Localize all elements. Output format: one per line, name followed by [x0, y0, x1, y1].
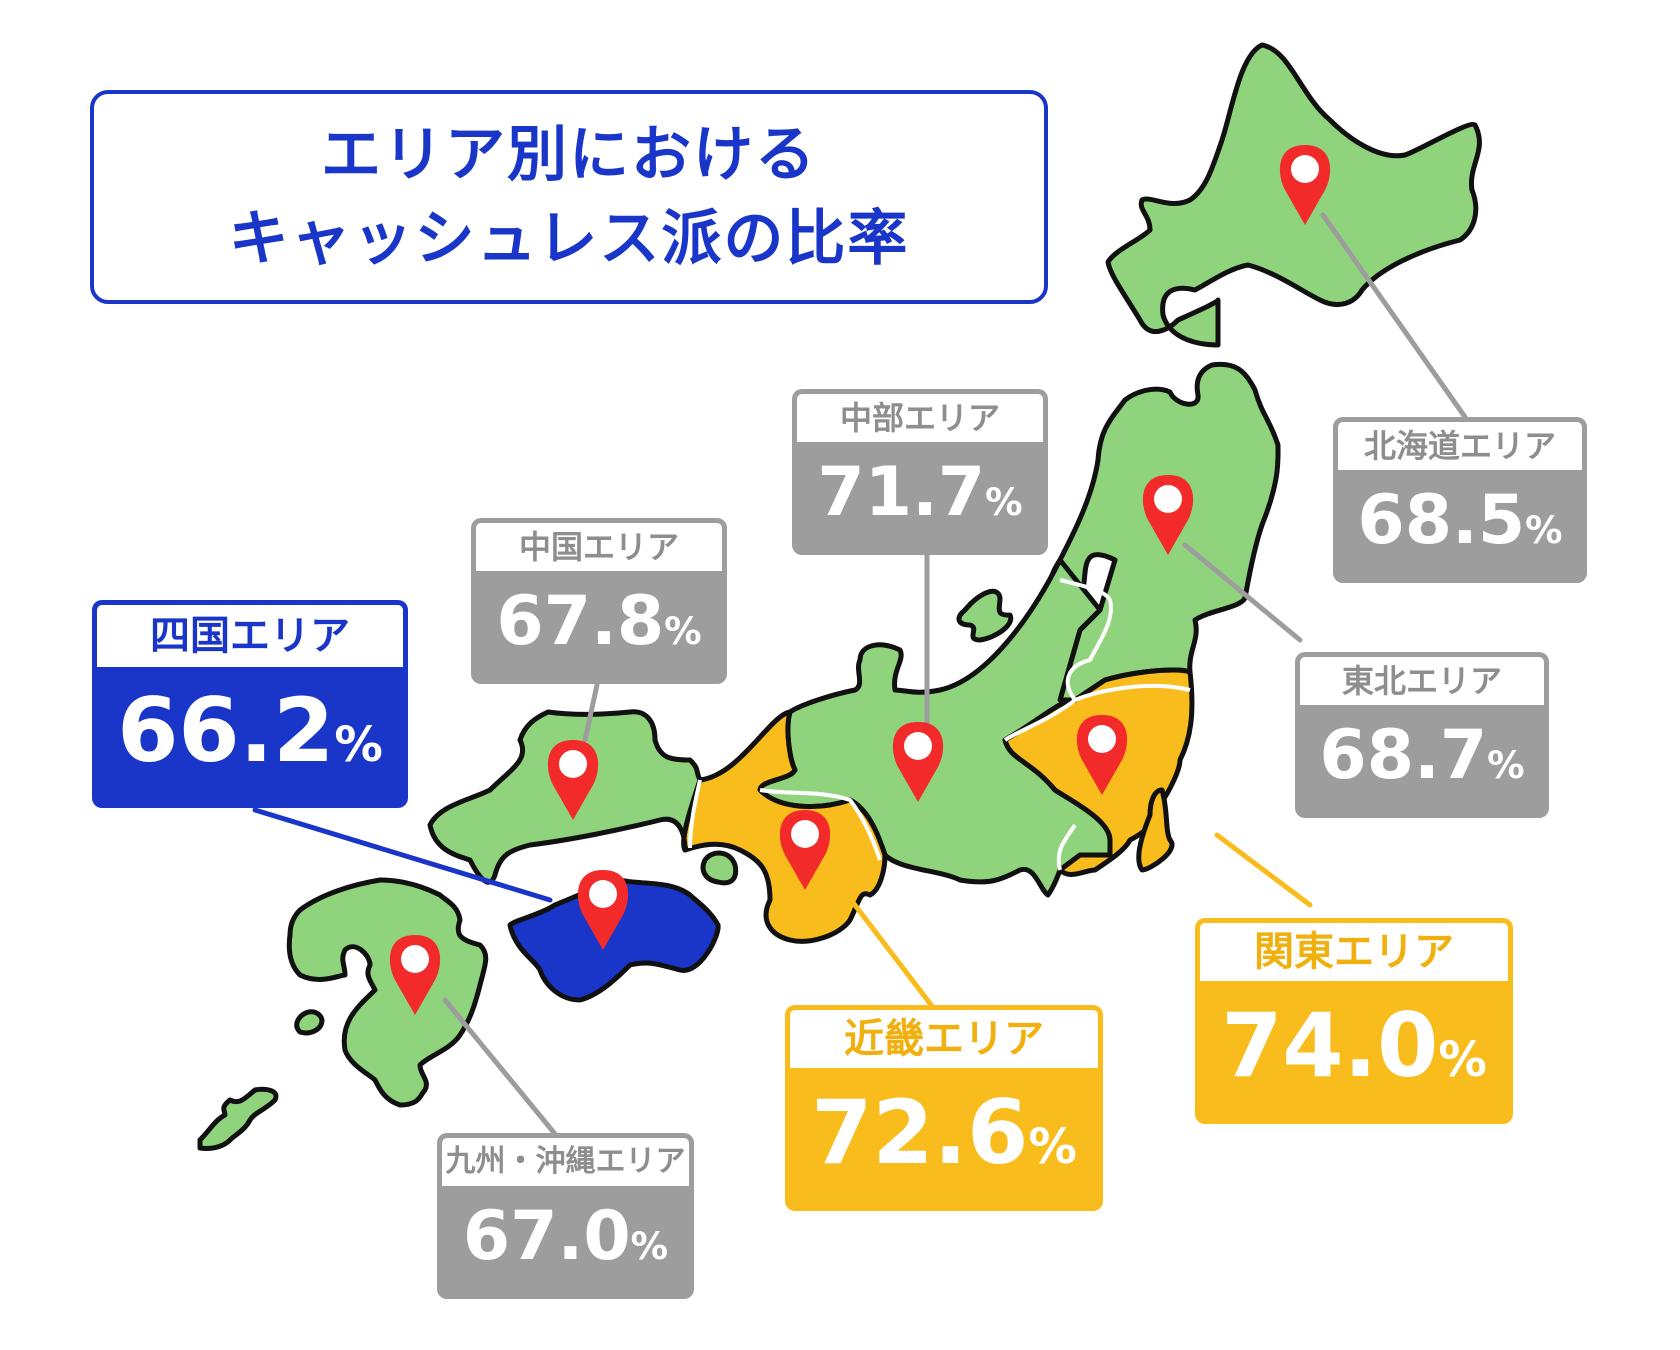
okinawa-island	[197, 1086, 279, 1151]
goto-island	[294, 1009, 325, 1036]
region-value: 68.5	[1357, 481, 1526, 560]
region-value: 68.7	[1319, 716, 1488, 795]
card-kinki: 近畿エリア 72.6%	[785, 1005, 1103, 1211]
region-unit: %	[664, 609, 702, 653]
title-line-1: エリア別における	[321, 120, 817, 190]
region-value-wrap: 68.7%	[1300, 705, 1544, 816]
card-kanto: 関東エリア 74.0%	[1195, 918, 1513, 1124]
pin-tohoku-icon	[1142, 475, 1194, 555]
card-tohoku: 東北エリア 68.7%	[1295, 652, 1549, 818]
region-unit: %	[630, 1224, 669, 1268]
region-name: 東北エリア	[1300, 657, 1544, 705]
region-name: 中国エリア	[476, 523, 722, 571]
region-name: 北海道エリア	[1338, 422, 1582, 470]
region-value-wrap: 67.8%	[476, 571, 722, 682]
region-value-wrap: 72.6%	[790, 1068, 1098, 1212]
card-shikoku: 四国エリア 66.2%	[92, 600, 408, 808]
region-value: 67.8	[496, 582, 665, 661]
region-value-wrap: 68.5%	[1338, 470, 1582, 581]
region-value-wrap: 71.7%	[797, 442, 1043, 553]
card-kyushu: 九州・沖縄エリア 67.0%	[437, 1133, 694, 1299]
region-value: 66.2	[117, 679, 335, 782]
region-unit: %	[985, 480, 1023, 524]
region-value: 67.0	[462, 1197, 631, 1276]
kyushu-region	[286, 877, 489, 1108]
region-value: 74.0	[1221, 994, 1439, 1097]
pin-kyushu-icon	[389, 935, 441, 1015]
pin-kanto-icon	[1076, 715, 1128, 795]
region-value: 71.7	[817, 453, 986, 532]
region-name: 四国エリア	[97, 605, 403, 667]
title-line-2: キャッシュレス派の比率	[228, 204, 910, 274]
awaji-island	[700, 850, 739, 886]
shikoku-region	[507, 877, 721, 1003]
region-unit: %	[334, 717, 383, 773]
region-value-wrap: 74.0%	[1200, 981, 1508, 1125]
card-chugoku: 中国エリア 67.8%	[471, 518, 727, 684]
region-unit: %	[1438, 1032, 1487, 1088]
card-hokkaido: 北海道エリア 68.5%	[1333, 417, 1587, 583]
region-unit: %	[1525, 508, 1563, 552]
pin-hokkaido-icon	[1279, 145, 1331, 225]
region-name: 中部エリア	[797, 394, 1043, 442]
region-name: 九州・沖縄エリア	[442, 1138, 689, 1186]
region-value-wrap: 67.0%	[442, 1186, 689, 1297]
boso-peninsula	[1136, 787, 1175, 873]
region-name: 関東エリア	[1200, 923, 1508, 981]
region-unit: %	[1487, 743, 1525, 787]
pin-chugoku-icon	[547, 740, 599, 820]
title-box: エリア別における キャッシュレス派の比率	[90, 90, 1048, 304]
region-value-wrap: 66.2%	[97, 667, 403, 809]
region-name: 近畿エリア	[790, 1010, 1098, 1068]
sado-island	[956, 588, 1014, 643]
pin-shikoku-icon	[577, 870, 629, 950]
card-chubu: 中部エリア 71.7%	[792, 389, 1048, 555]
pin-kinki-icon	[779, 810, 831, 890]
region-value: 72.6	[811, 1081, 1029, 1184]
pin-chubu-icon	[892, 722, 944, 802]
region-unit: %	[1028, 1119, 1077, 1175]
